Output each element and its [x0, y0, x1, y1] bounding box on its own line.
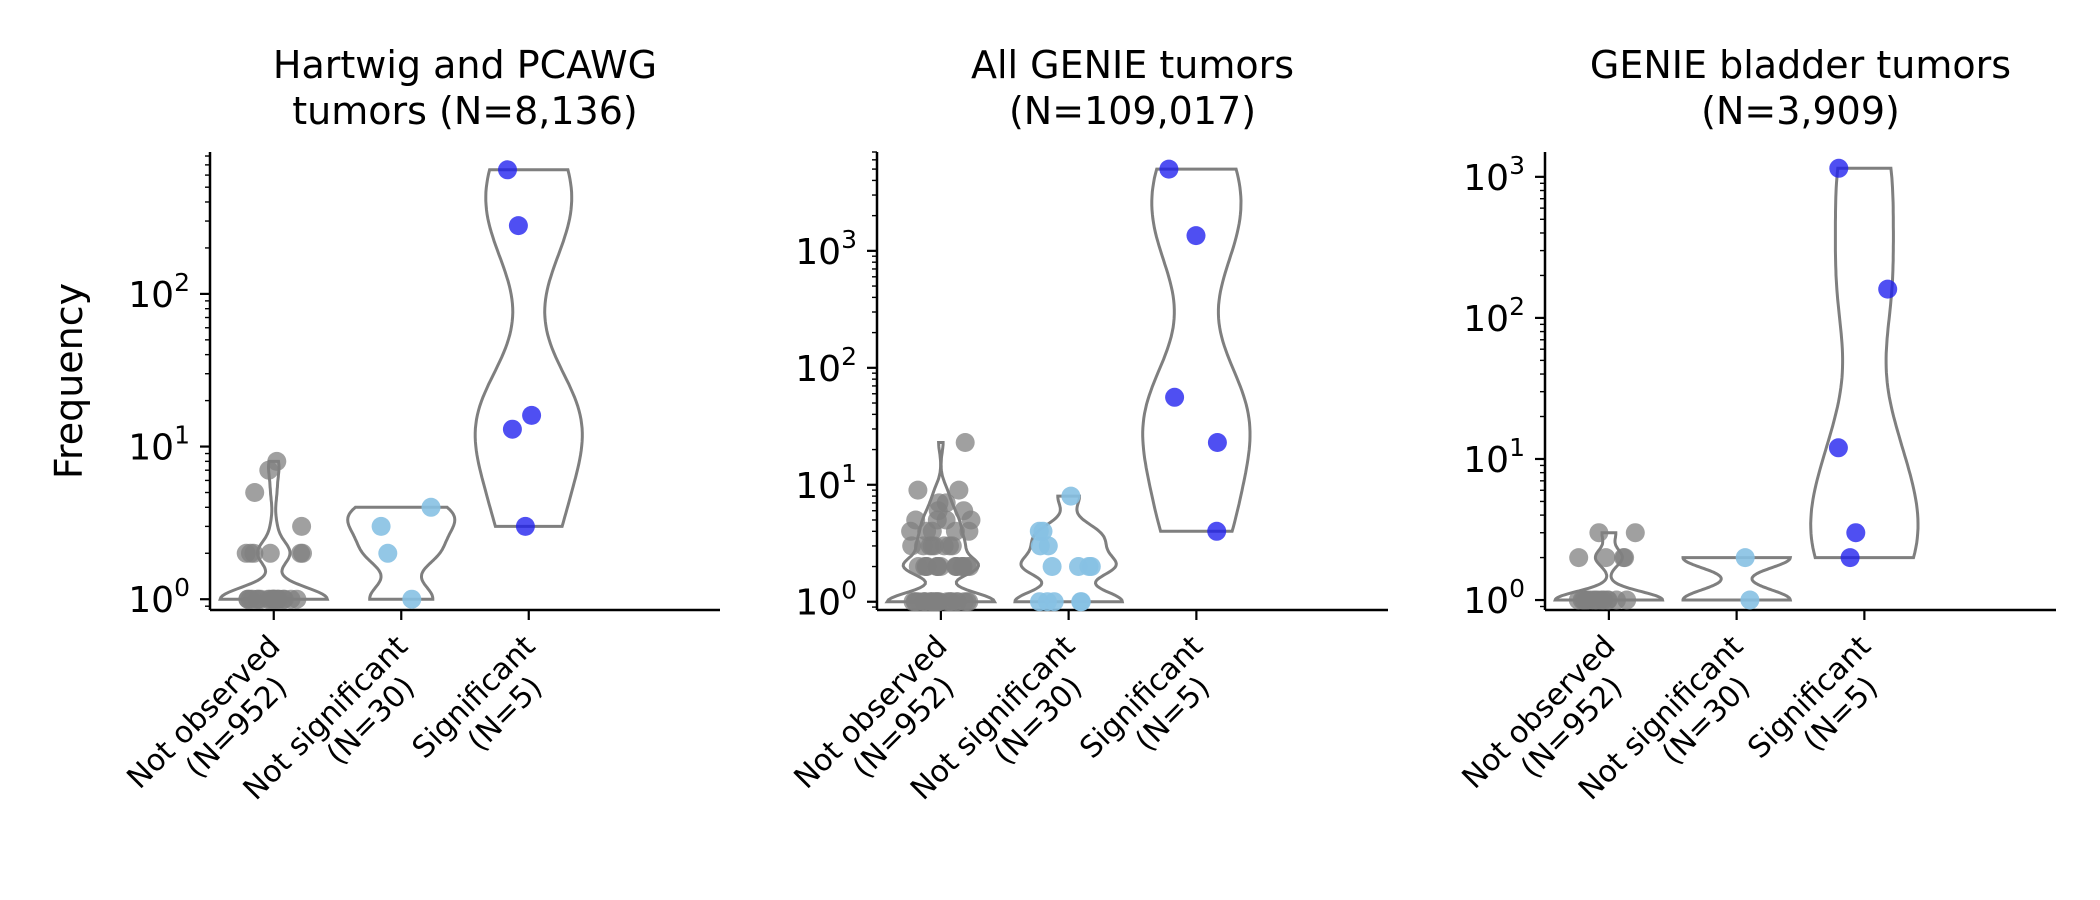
data-point	[1828, 438, 1848, 458]
data-point	[1846, 523, 1866, 543]
data-point	[903, 592, 923, 612]
data-point	[1735, 548, 1755, 568]
data-point	[1569, 548, 1589, 568]
data-point	[293, 543, 312, 563]
data-point	[245, 483, 265, 502]
violin-outline	[1681, 556, 1793, 602]
data-point	[1186, 226, 1206, 246]
violin-outline	[1809, 166, 1920, 560]
data-point	[515, 516, 535, 536]
panel-title-line: Hartwig and PCAWG	[273, 43, 657, 87]
panel-title-line: (N=3,909)	[1701, 89, 1900, 133]
data-point	[1575, 590, 1595, 610]
data-point	[378, 543, 398, 563]
panel-2: All GENIE tumors(N=109,017) 100 101 102 103 N…	[788, 43, 1388, 820]
data-point	[929, 493, 949, 513]
data-point	[522, 405, 542, 425]
violin-outline	[218, 459, 330, 601]
y-axis-label: Frequency	[47, 283, 91, 479]
panel-3: GENIE bladder tumors(N=3,909) 100 101 102 10…	[1456, 43, 2056, 820]
x-category-label: Not observed(N=952)	[1456, 629, 1647, 820]
data-point	[1042, 557, 1062, 576]
data-point	[954, 501, 974, 521]
y-tick-label: 101	[128, 421, 190, 469]
x-category-label: Significant(N=5)	[406, 629, 567, 790]
data-point	[924, 536, 944, 556]
data-point	[260, 543, 280, 563]
x-category-label: Significant(N=5)	[1741, 629, 1902, 790]
data-point	[946, 557, 966, 576]
data-point	[1589, 523, 1609, 543]
data-point	[927, 592, 947, 612]
data-point	[1165, 387, 1185, 407]
panel-title-line: tumors (N=8,136)	[292, 89, 637, 133]
data-point	[1594, 590, 1614, 610]
data-point	[1614, 548, 1633, 568]
violin-outline	[1141, 167, 1252, 533]
x-category-label: Not observed(N=952)	[788, 629, 979, 820]
y-tick-label: 103	[1463, 151, 1525, 199]
y-tick-label: 102	[128, 268, 190, 316]
data-point	[942, 536, 962, 556]
data-point	[267, 451, 287, 471]
violin-outline	[346, 505, 457, 601]
data-point	[263, 589, 283, 609]
data-point	[502, 419, 522, 439]
data-point	[402, 589, 422, 609]
y-tick-label: 100	[1463, 574, 1525, 622]
y-tick-label: 100	[795, 576, 857, 624]
data-point	[1061, 486, 1081, 506]
data-point	[1029, 521, 1049, 541]
data-point	[1079, 557, 1099, 576]
data-point	[906, 510, 926, 530]
panel-title-line: (N=109,017)	[1009, 89, 1256, 133]
data-point	[243, 589, 263, 609]
y-tick-label: 101	[795, 459, 857, 507]
x-category-label: Significant(N=5)	[1073, 629, 1234, 790]
panel-title-line: GENIE bladder tumors	[1590, 43, 2011, 87]
data-point	[1030, 536, 1050, 556]
data-point	[421, 497, 441, 517]
y-tick-label: 100	[128, 573, 190, 621]
data-point	[955, 433, 975, 452]
y-tick-label: 101	[1463, 433, 1525, 481]
y-tick-label: 102	[1463, 292, 1525, 340]
data-point	[241, 543, 260, 563]
data-point	[1207, 433, 1227, 452]
data-point	[1596, 548, 1616, 568]
data-point	[1829, 158, 1849, 178]
x-category-label: Not observed(N=952)	[120, 629, 311, 820]
data-point	[1740, 590, 1760, 610]
y-tick-label: 103	[795, 225, 857, 273]
data-point	[959, 592, 979, 612]
data-point	[1840, 548, 1860, 568]
data-point	[908, 480, 928, 500]
y-tick-label: 102	[795, 342, 857, 390]
violin-outline	[473, 168, 584, 528]
data-point	[1159, 159, 1179, 179]
data-point	[498, 160, 517, 180]
data-point	[371, 516, 391, 536]
data-point	[949, 480, 969, 500]
data-point	[917, 557, 937, 576]
data-point	[1071, 592, 1091, 612]
data-point	[508, 216, 528, 236]
violin-outline	[1013, 494, 1125, 604]
data-point	[292, 516, 312, 536]
data-point	[1878, 279, 1898, 299]
data-point	[1207, 521, 1227, 541]
data-point	[1037, 592, 1057, 612]
panel-title-line: All GENIE tumors	[971, 43, 1294, 87]
data-point	[1625, 523, 1645, 543]
